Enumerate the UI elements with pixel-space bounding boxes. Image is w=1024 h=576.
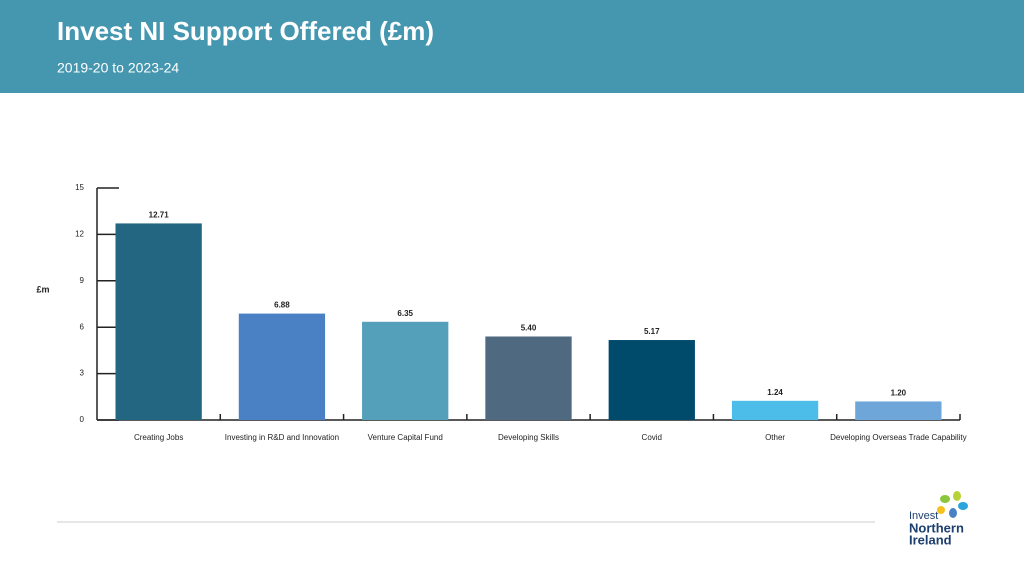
y-tick-label: 12 [75,230,84,239]
value-label: 5.40 [521,324,537,333]
y-axis-label: £m [36,284,49,294]
logo-text: Invest [909,510,938,522]
x-tick-label: Creating Jobs [134,433,183,442]
y-tick-label: 9 [80,276,85,285]
bar [115,223,202,420]
value-label: 1.24 [767,388,783,397]
value-label: 5.17 [644,327,660,336]
value-label: 6.35 [397,309,413,318]
bar [855,401,942,420]
x-tick-label: Developing Overseas Trade Capability [830,433,967,442]
y-tick-label: 3 [80,369,85,378]
bar [608,340,695,420]
bar [362,321,449,420]
logo-text: Northern [909,520,964,535]
header-band [0,0,1024,93]
bar [485,336,572,420]
x-tick-label: Developing Skills [498,433,559,442]
value-label: 1.20 [891,389,907,398]
logo-icon [937,491,968,518]
chart-title: Invest NI Support Offered (£m) [57,16,434,46]
x-tick-label: Other [765,433,785,442]
bar [238,313,326,420]
x-tick-label: Venture Capital Fund [368,433,443,442]
y-tick-label: 6 [80,322,85,331]
y-tick-label: 15 [75,183,84,192]
chart-subtitle: 2019-20 to 2023-24 [57,60,179,76]
bar [731,400,819,420]
value-label: 12.71 [149,211,170,220]
y-tick-label: 0 [80,415,85,424]
logo-text: Ireland [909,532,952,547]
x-tick-label: Investing in R&D and Innovation [225,433,339,442]
value-label: 6.88 [274,301,290,310]
x-tick-label: Covid [642,433,662,442]
